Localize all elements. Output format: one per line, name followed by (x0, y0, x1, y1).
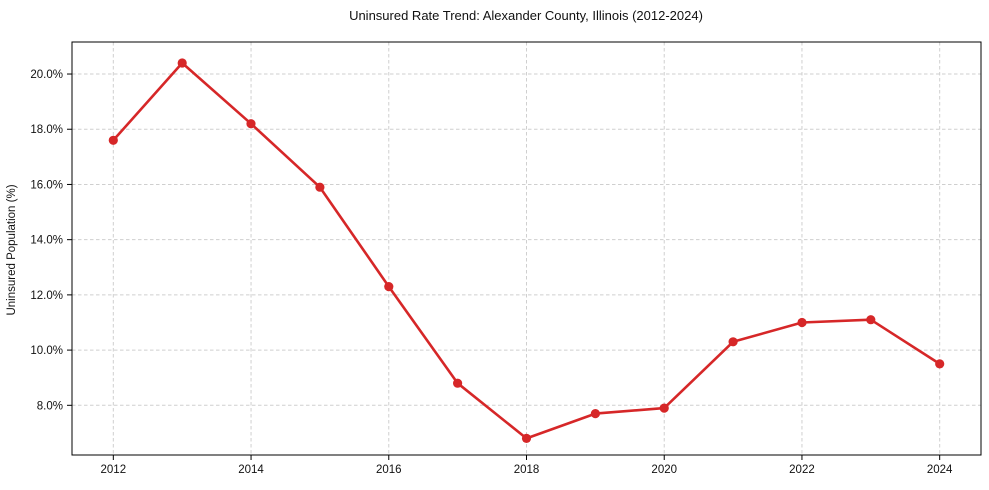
y-tick-label: 16.0% (30, 179, 63, 191)
chart-title: Uninsured Rate Trend: Alexander County, … (349, 8, 703, 23)
axes-layer: 8.0% 10.0% 12.0% 14.0% 16.0% 18.0% 20.0% 2012 20… (30, 41, 982, 476)
y-tick-label: 8.0% (37, 400, 63, 412)
x-tick-label: 2012 (101, 464, 127, 476)
y-axis-label: Uninsured Population (%) (6, 184, 18, 315)
x-tick-label: 2024 (927, 464, 953, 476)
x-tick-label: 2016 (376, 464, 402, 476)
x-tick-label: 2014 (238, 464, 264, 476)
gridlines-layer (72, 42, 981, 455)
data-point-marker (453, 378, 463, 388)
y-tick-label: 10.0% (30, 345, 63, 357)
data-point-marker (866, 315, 876, 325)
data-point-marker (315, 182, 325, 192)
x-tick-label: 2018 (514, 464, 540, 476)
series-layer (108, 58, 945, 443)
data-point-marker (108, 135, 118, 145)
data-point-marker (659, 403, 669, 413)
data-point-marker (590, 409, 601, 419)
data-point-marker (177, 58, 187, 68)
y-tick-label: 18.0% (30, 124, 63, 136)
data-point-marker (935, 359, 945, 369)
trend-line (112, 61, 942, 440)
x-tick-label: 2022 (789, 464, 815, 476)
data-point-marker (521, 433, 532, 443)
y-tick-label: 14.0% (30, 235, 63, 247)
data-point-marker (728, 337, 738, 347)
y-tick-label: 12.0% (30, 290, 63, 302)
data-point-marker (797, 317, 807, 328)
data-point-marker (246, 119, 256, 129)
x-tick-label: 2020 (651, 464, 677, 476)
y-tick-label: 20.0% (30, 69, 63, 81)
data-point-marker (384, 282, 394, 292)
